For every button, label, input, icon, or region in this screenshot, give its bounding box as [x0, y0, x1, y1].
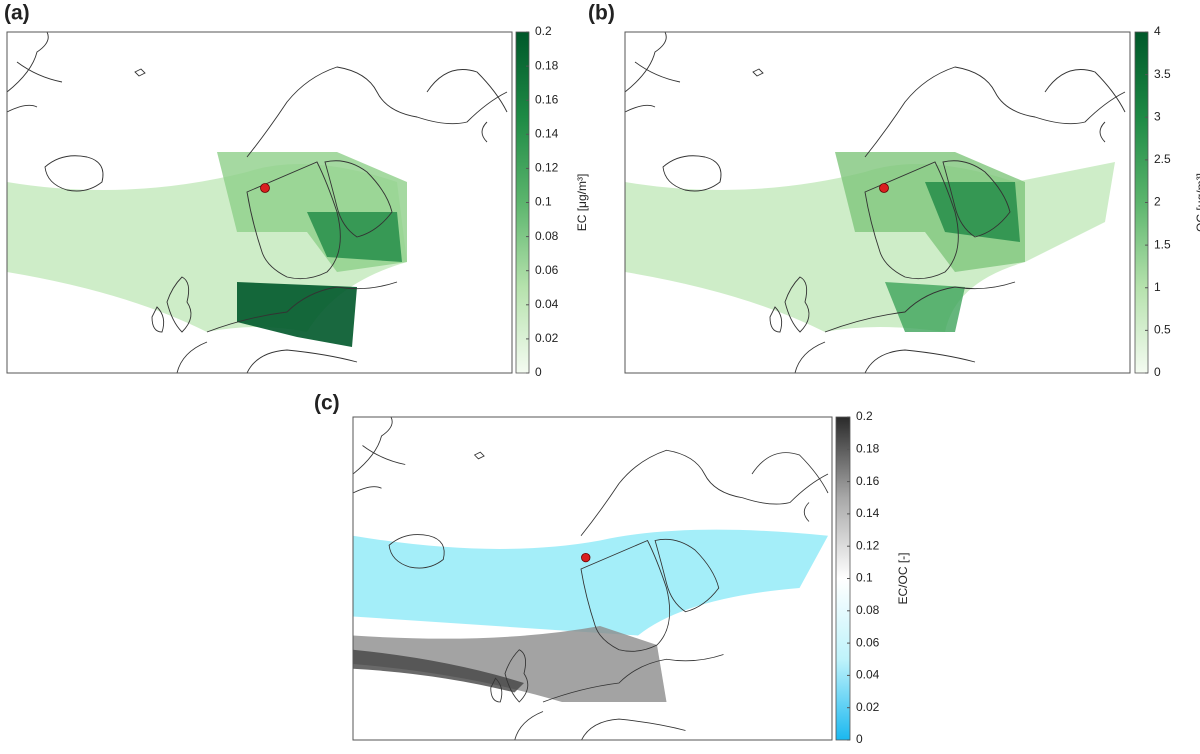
map [7, 32, 508, 373]
colorbar-tick-label: 0.14 [856, 506, 880, 520]
colorbar-tick-label: 0.14 [535, 126, 559, 140]
plume [885, 282, 965, 332]
colorbar-tick-label: 2 [1154, 195, 1161, 209]
colorbar-tick-label: 1 [1154, 280, 1161, 294]
colorbar-label: EC [μg/m³] [575, 174, 589, 232]
colorbar-tick-label: 0.06 [535, 263, 559, 277]
station-marker [260, 183, 270, 193]
colorbar-tick-label: 0.2 [535, 24, 552, 38]
panel-label: (a) [4, 2, 30, 25]
colorbar-tick-label: 0.5 [1154, 323, 1171, 337]
colorbar-tick-label: 0.16 [856, 474, 880, 488]
colorbar-tick-label: 3 [1154, 109, 1161, 123]
plume [353, 626, 667, 702]
panel: (a) 0 0.02 0.04 0.06 0.08 0.1 0.12 0.14 0.16 0.18 0… [4, 2, 589, 380]
colorbar-tick-label: 0.1 [856, 571, 873, 585]
plume [307, 212, 402, 262]
panel-label: (b) [588, 2, 615, 25]
colorbar-tick-label: 0 [856, 732, 863, 746]
colorbar-tick-label: 1.5 [1154, 237, 1171, 251]
plume [353, 529, 828, 636]
map-layer [7, 32, 508, 373]
map [625, 32, 1126, 373]
plume [353, 649, 524, 693]
colorbar-tick-label: 0 [1154, 365, 1161, 379]
colorbar-label: OC [μg/m³] [1194, 173, 1200, 232]
colorbar-tick-label: 0.04 [535, 297, 559, 311]
station-marker [581, 552, 591, 563]
map-layer [625, 32, 1126, 373]
plume [925, 182, 1020, 242]
colorbar-tick-label: 0.04 [856, 668, 880, 682]
map-border [352, 416, 833, 741]
plume [237, 282, 357, 347]
colorbar-tick-label: 0.2 [856, 409, 873, 423]
colorbar-tick-label: 0.12 [856, 538, 880, 552]
map-layer [353, 417, 829, 740]
station-marker [879, 183, 889, 193]
colorbar-tick-label: 0 [535, 365, 542, 379]
colorbar-tick-label: 0.12 [535, 161, 559, 175]
colorbar-tick-label: 0.16 [535, 92, 559, 106]
colorbar-tick-label: 0.1 [535, 195, 552, 209]
map-border [6, 31, 513, 374]
colorbar-tick-label: 3.5 [1154, 67, 1171, 81]
map-border [624, 31, 1131, 374]
panel: (c) 0 0.02 0.04 0.06 0.08 0.1 0.12 0.14 0.16 0.18 0… [314, 392, 910, 747]
colorbar-tick-label: 0.06 [856, 635, 880, 649]
colorbar-label: EC/OC [-] [896, 552, 910, 604]
colorbar-tick-label: 0.08 [856, 603, 880, 617]
colorbar-tick-label: 4 [1154, 24, 1161, 38]
panels: (a)00.020.040.060.080.10.120.140.160.180… [4, 2, 1200, 747]
colorbar-tick-label: 0.02 [856, 700, 880, 714]
colorbar-tick-label: 0.02 [535, 331, 559, 345]
colorbar-tick-label: 0.18 [856, 441, 880, 455]
map [353, 417, 829, 740]
colorbar-tick-label: 2.5 [1154, 152, 1171, 166]
colorbar-tick-label: 0.08 [535, 229, 559, 243]
colorbar-tick-label: 0.18 [535, 58, 559, 72]
panel: (b) 0 0.5 1 1.5 2 2.5 3 3.5 4 OC [μg/m³] [588, 2, 1200, 380]
panel-label: (c) [314, 392, 340, 415]
